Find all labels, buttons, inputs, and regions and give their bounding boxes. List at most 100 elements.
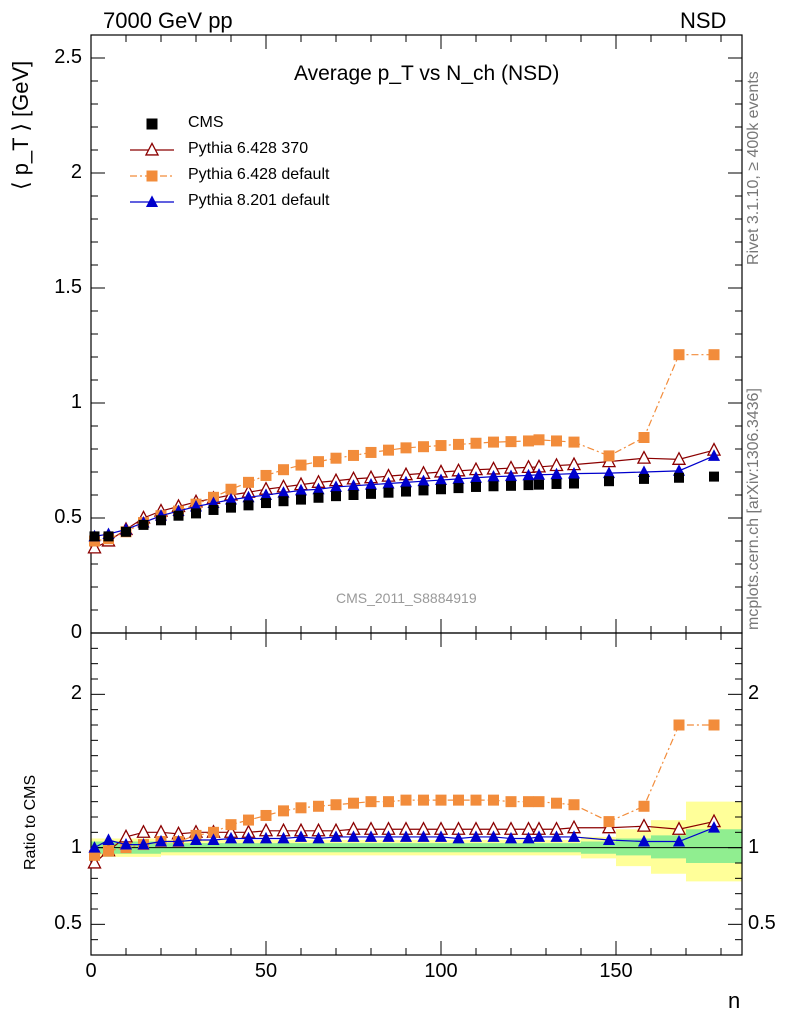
main-point-pythia-6-428-default (470, 437, 482, 449)
ratio-point-pythia-8-201-default (364, 830, 378, 842)
main-point-pythia-6-428-default (330, 452, 342, 464)
ratio-point-pythia-6-428-default (330, 799, 342, 811)
main-point-cms (208, 504, 219, 515)
ratio-point-pythia-6-428-default (453, 794, 464, 806)
main-y-tick-label: 1 (70, 391, 82, 413)
ratio-point-pythia-6-428-default (603, 816, 615, 828)
ratio-point-pythia-8-201-default (399, 830, 413, 842)
ratio-point-pythia-6-428-default (673, 719, 685, 731)
main-point-pythia-8-201-default (242, 490, 255, 503)
ratio-point-pythia-6-428-370 (636, 818, 652, 832)
main-point-cms (639, 473, 649, 484)
ratio-inner-band (91, 829, 742, 863)
ratio-point-pythia-6-428-default (418, 794, 429, 806)
main-point-cms (261, 498, 271, 509)
main-point-pythia-6-428-default (313, 456, 324, 468)
legend-marker-pythia-6-428-370 (144, 141, 160, 156)
main-point-cms (173, 510, 184, 521)
ratio-point-pythia-8-201-default (417, 830, 430, 842)
main-point-pythia-8-201-default (277, 486, 290, 498)
main-point-cms (383, 487, 394, 498)
main-point-pythia-8-201-default (567, 467, 581, 479)
ratio-outer-band (91, 801, 742, 882)
main-point-pythia-6-428-default (551, 435, 562, 447)
main-point-pythia-8-201-default (294, 483, 308, 496)
ratio-point-pythia-8-201-default (259, 831, 273, 844)
legend-marker-pythia-8-201-default (145, 195, 159, 207)
ratio-point-pythia-6-428-default (488, 794, 499, 806)
main-point-cms (121, 526, 131, 537)
ratio-point-pythia-8-201-default (189, 833, 203, 845)
main-point-pythia-8-201-default (469, 471, 483, 483)
main-point-cms (674, 472, 684, 483)
main-point-pythia-8-201-default (382, 476, 395, 489)
main-point-pythia-8-201-default (550, 467, 563, 480)
main-point-pythia-6-428-default (418, 441, 429, 453)
x-axis-label: n (728, 988, 741, 1013)
ratio-point-pythia-8-201-default (207, 833, 220, 845)
main-point-pythia-6-428-default (348, 449, 359, 461)
site-label: mcplots.cern.ch [arXiv:1306.3436] (745, 388, 762, 630)
main-point-cms (709, 471, 719, 482)
main-point-pythia-6-428-default (603, 450, 615, 462)
ratio-point-pythia-8-201-default (172, 834, 185, 847)
ratio-point-pythia-6-428-default (365, 796, 377, 808)
main-point-pythia-8-201-default (259, 488, 273, 500)
legend-label-pythia-6-428-370: Pythia 6.428 370 (188, 140, 309, 157)
x-tick-label: 150 (599, 960, 633, 982)
ratio-point-pythia-6-428-370 (136, 824, 151, 838)
main-y-tick-label: 0.5 (54, 506, 82, 528)
ratio-plot-frame (90, 632, 743, 956)
main-point-cms (453, 483, 464, 494)
main-point-cms (401, 486, 411, 497)
main-y-tick-label: 0 (70, 621, 82, 643)
main-point-pythia-8-201-default (347, 479, 360, 491)
ratio-point-pythia-8-201-default (452, 831, 465, 844)
ratio-point-pythia-8-201-default (102, 833, 115, 845)
main-point-pythia-8-201-default (532, 468, 546, 480)
ratio-point-pythia-8-201-default (224, 831, 238, 844)
ratio-point-pythia-8-201-default (137, 838, 150, 850)
ratio-point-pythia-6-428-default (103, 845, 114, 857)
main-point-pythia-6-428-default (505, 436, 517, 448)
main-point-cms (103, 531, 114, 542)
main-point-pythia-6-428-default (708, 349, 720, 361)
main-point-pythia-8-201-default (602, 466, 616, 479)
ratio-y-axis-label: Ratio to CMS (22, 774, 39, 870)
main-point-pythia-8-201-default (434, 473, 448, 485)
ratio-point-pythia-8-201-default (347, 830, 360, 842)
main-point-pythia-6-428-default (533, 434, 545, 446)
main-y-tick-label: 2 (70, 161, 82, 183)
main-point-pythia-6-428-default (383, 444, 394, 456)
main-point-cms (243, 500, 254, 511)
main-point-pythia-6-428-default (295, 459, 307, 471)
main-point-cms (471, 481, 481, 492)
analysis-watermark: CMS_2011_S8884919 (336, 590, 477, 606)
ratio-point-pythia-8-201-default (119, 838, 133, 850)
main-point-cms (348, 490, 359, 500)
main-point-pythia-6-428-370 (87, 539, 102, 554)
ratio-y-tick-label-left: 0.5 (54, 912, 82, 935)
ratio-point-pythia-6-428-default (295, 802, 307, 814)
main-point-cms (534, 479, 544, 490)
ratio-point-pythia-6-428-default (505, 796, 517, 808)
main-point-cms (191, 508, 201, 519)
main-point-pythia-6-428-default (488, 436, 499, 448)
ratio-point-pythia-6-428-default (533, 796, 545, 808)
main-point-pythia-6-428-default (260, 469, 272, 481)
ratio-point-pythia-6-428-default (89, 849, 100, 861)
ratio-point-pythia-8-201-default (242, 831, 255, 844)
main-point-cms (418, 485, 429, 496)
ratio-point-pythia-6-428-370 (671, 821, 687, 835)
main-point-pythia-6-428-370 (636, 450, 652, 464)
ratio-point-pythia-8-201-default (277, 831, 290, 844)
ratio-point-pythia-8-201-default (88, 841, 101, 853)
ratio-point-pythia-6-428-370 (87, 854, 102, 869)
main-y-tick-label: 2.5 (54, 46, 82, 68)
ratio-y-tick-label-right: 0.5 (748, 912, 776, 935)
energy-label: 7000 GeV pp (103, 8, 233, 33)
ratio-point-pythia-8-201-default (434, 830, 448, 842)
main-point-pythia-8-201-default (487, 470, 500, 482)
ratio-point-pythia-6-428-default (638, 800, 650, 812)
chart-title: Average p_T vs N_ch (NSD) (294, 62, 560, 85)
